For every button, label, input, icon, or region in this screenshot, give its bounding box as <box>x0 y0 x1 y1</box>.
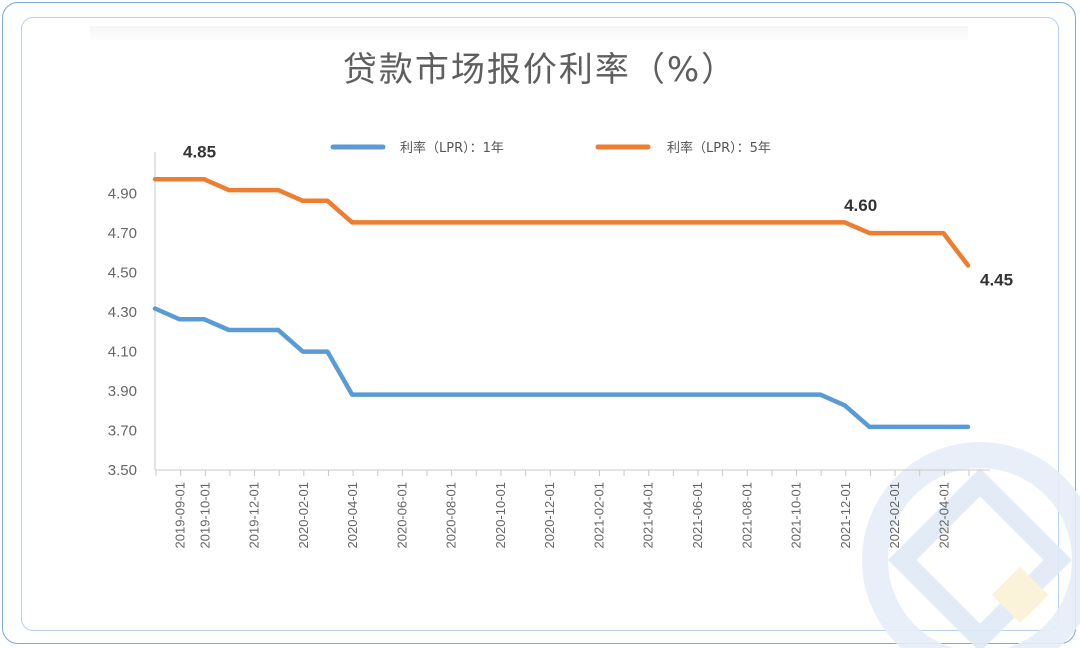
y-tick-label: 4.30 <box>108 304 137 321</box>
axes <box>154 152 990 471</box>
x-tick-label: 2021-06-01 <box>690 482 705 549</box>
annotations: 4.85 4.60 4.45 <box>183 142 1013 289</box>
y-tick-label: 4.70 <box>108 225 137 242</box>
x-tick-label: 2021-12-01 <box>838 482 853 549</box>
x-tick-label: 2021-04-01 <box>641 482 656 549</box>
x-tick-label: 2019-12-01 <box>247 482 262 549</box>
x-tick-label: 2022-02-01 <box>887 482 902 549</box>
legend-label: 利率（LPR）：1年 <box>400 140 504 156</box>
x-tick-label: 2021-10-01 <box>789 482 804 549</box>
chart-title: 贷款市场报价利率（%） <box>342 50 738 90</box>
data-label: 4.45 <box>980 270 1013 289</box>
x-tick-label: 2020-06-01 <box>394 482 409 549</box>
x-tick-label: 2022-04-01 <box>936 482 951 549</box>
x-tick-label: 2020-04-01 <box>345 482 360 549</box>
title-band <box>90 26 968 42</box>
data-label: 4.85 <box>183 142 216 161</box>
x-axis-ticks: 2019-09-01 2019-10-01 2019-12-01 2020-02-01… <box>155 470 970 549</box>
y-tick-label: 4.10 <box>108 344 137 361</box>
x-tick-label: 2021-02-01 <box>591 482 606 549</box>
series-lines <box>152 177 971 430</box>
x-tick-label: 2019-10-01 <box>197 482 212 549</box>
y-tick-label: 4.50 <box>108 265 137 282</box>
data-label: 4.60 <box>844 196 877 215</box>
y-tick-label: 3.90 <box>108 383 137 400</box>
legend: 利率（LPR）：1年 利率（LPR）：5年 <box>330 140 771 156</box>
x-tick-label: 2020-02-01 <box>296 482 311 549</box>
legend-label: 利率（LPR）：5年 <box>667 140 771 156</box>
y-tick-label: 3.70 <box>108 423 137 440</box>
watermark-logo <box>862 442 1080 648</box>
x-tick-label: 2020-10-01 <box>493 482 508 549</box>
series-line-5yr <box>152 177 971 268</box>
x-tick-label: 2020-08-01 <box>444 482 459 549</box>
y-tick-label: 3.50 <box>108 462 137 479</box>
x-tick-label: 2019-09-01 <box>173 482 188 549</box>
y-tick-label: 4.90 <box>108 186 137 203</box>
y-axis-ticks: 3.50 3.70 3.90 4.10 4.30 4.50 4.70 4.90 <box>108 186 137 480</box>
x-tick-label: 2021-08-01 <box>739 482 754 549</box>
x-tick-label: 2020-12-01 <box>542 482 557 549</box>
series-line-1yr <box>152 306 971 430</box>
